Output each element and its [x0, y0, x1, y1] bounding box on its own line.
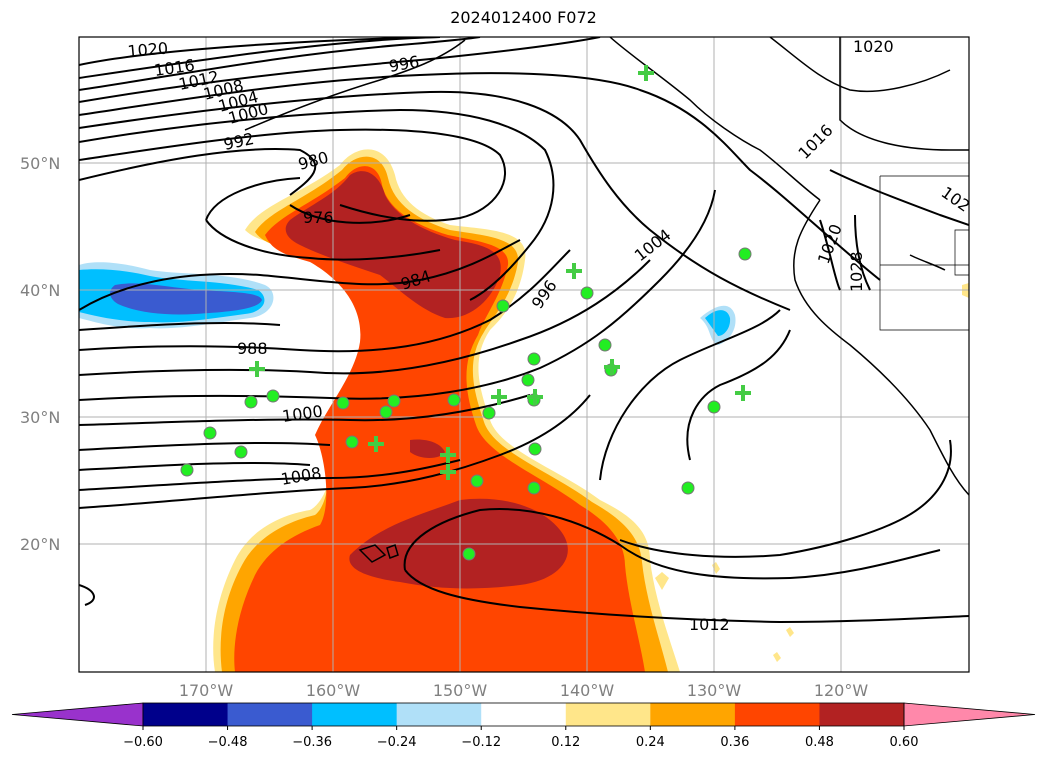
map-frame — [78, 36, 970, 673]
lon-label: 170°W — [179, 681, 234, 700]
map-title: 2024012400 F072 — [450, 8, 597, 27]
lon-label: 150°W — [433, 681, 488, 700]
colorbar-tick-label: 0.36 — [720, 735, 749, 750]
station-marker — [482, 406, 496, 420]
colorbar-segment — [734, 703, 820, 726]
lat-label: 20°N — [20, 535, 60, 554]
colorbar-tick-label: −0.60 — [123, 735, 163, 750]
station-marker — [528, 442, 542, 456]
lon-label: 130°W — [687, 681, 742, 700]
colorbar — [11, 702, 1036, 727]
isobar-label: 1020 — [127, 39, 169, 61]
colorbar-tick-label: 0.12 — [551, 735, 580, 750]
isobars — [79, 37, 969, 624]
graticule — [79, 37, 969, 672]
isobar-label: 1020 — [853, 37, 894, 56]
station-marker — [527, 481, 541, 495]
station-marker — [447, 393, 461, 407]
lon-label: 120°W — [814, 681, 869, 700]
colorbar-tick-label: −0.12 — [461, 735, 501, 750]
station-marker — [470, 474, 484, 488]
lon-label: 160°W — [306, 681, 361, 700]
station-marker — [496, 299, 510, 313]
colorbar-segment — [396, 703, 482, 726]
colorbar-segment — [312, 703, 398, 726]
lat-label: 40°N — [20, 281, 60, 300]
isobar-label: 988 — [237, 339, 268, 358]
station-marker — [580, 286, 594, 300]
colorbar-extend-high — [903, 702, 1036, 727]
colorbar-tick-label: 0.60 — [890, 735, 919, 750]
station-marker — [244, 395, 258, 409]
lon-label: 140°W — [560, 681, 615, 700]
isobar-labels: 1020 1016 1012 1008 1004 1000 996 992 98… — [127, 37, 969, 634]
station-marker — [527, 352, 541, 366]
colorbar-segment — [819, 703, 905, 726]
isobar-label: 976 — [303, 208, 334, 227]
colorbar-tick-label: −0.48 — [208, 735, 248, 750]
station-marker — [180, 463, 194, 477]
borders — [879, 175, 969, 331]
station-marker — [387, 394, 401, 408]
station-marker — [707, 400, 721, 414]
colorbar-frame — [142, 702, 905, 727]
colorbar-extend-low — [11, 702, 144, 727]
observation-stations — [180, 65, 752, 561]
station-marker — [203, 426, 217, 440]
station-marker — [266, 389, 280, 403]
station-marker — [521, 373, 535, 387]
colorbar-segment — [481, 703, 567, 726]
lat-label: 50°N — [20, 154, 60, 173]
longitude-labels: 170°W 160°W 150°W 140°W 130°W 120°W — [179, 681, 869, 700]
station-plus-markers — [249, 65, 751, 480]
colorbar-tick-label: 0.48 — [805, 735, 834, 750]
station-marker — [738, 247, 752, 261]
colorbar-ticks: −0.60 −0.48 −0.36 −0.24 −0.12 0.12 0.24 0.36 0.4… — [123, 726, 918, 750]
isobar-label: 1012 — [689, 615, 730, 634]
colorbar-segment — [650, 703, 736, 726]
isobar-label: 1028 — [847, 251, 866, 292]
station-marker — [379, 405, 393, 419]
station-marker — [345, 435, 359, 449]
lat-label: 30°N — [20, 408, 60, 427]
station-marker — [462, 547, 476, 561]
colorbar-tick-label: −0.24 — [377, 735, 417, 750]
station-marker — [234, 445, 248, 459]
station-marker — [681, 481, 695, 495]
latitude-labels: 50°N 40°N 30°N 20°N — [20, 154, 60, 554]
station-marker — [598, 338, 612, 352]
station-marker — [336, 396, 350, 410]
colorbar-segment — [227, 703, 313, 726]
colorbar-segment — [143, 703, 229, 726]
colorbar-tick-label: −0.36 — [292, 735, 332, 750]
colorbar-segment — [565, 703, 651, 726]
colorbar-tick-label: 0.24 — [636, 735, 665, 750]
